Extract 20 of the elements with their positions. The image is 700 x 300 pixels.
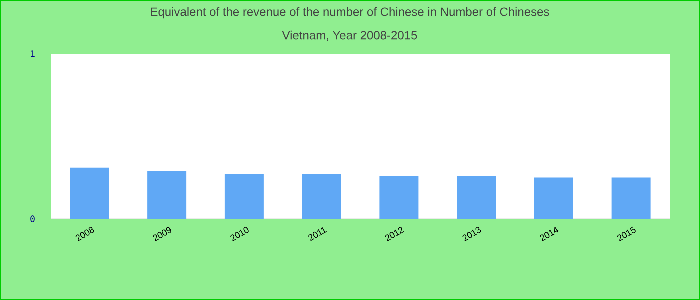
x-tick-label: 2012 — [385, 227, 404, 242]
bar — [70, 168, 110, 219]
bar — [148, 171, 187, 219]
x-tick-label: 2011 — [308, 227, 328, 242]
bar — [534, 178, 574, 219]
chart-title: Equivalent of the revenue of the number of Chinese in Number of Chineses — [151, 7, 550, 19]
x-tick-label: 2008 — [76, 227, 94, 242]
x-tick-label: 2009 — [153, 227, 172, 242]
y-tick-label: 0 — [30, 216, 35, 222]
chart-subtitle: Vietnam, Year 2008-2015 — [282, 30, 418, 42]
bar — [457, 176, 496, 219]
x-tick-label: 2015 — [618, 226, 636, 242]
x-tick-label: 2014 — [540, 226, 559, 242]
x-tick-label: 2013 — [462, 227, 482, 242]
x-tick-label: 2010 — [230, 227, 249, 242]
bar — [302, 174, 342, 219]
y-tick-label: 1 — [31, 50, 35, 58]
bar — [380, 176, 419, 219]
bar — [612, 178, 651, 219]
bar — [224, 174, 264, 219]
